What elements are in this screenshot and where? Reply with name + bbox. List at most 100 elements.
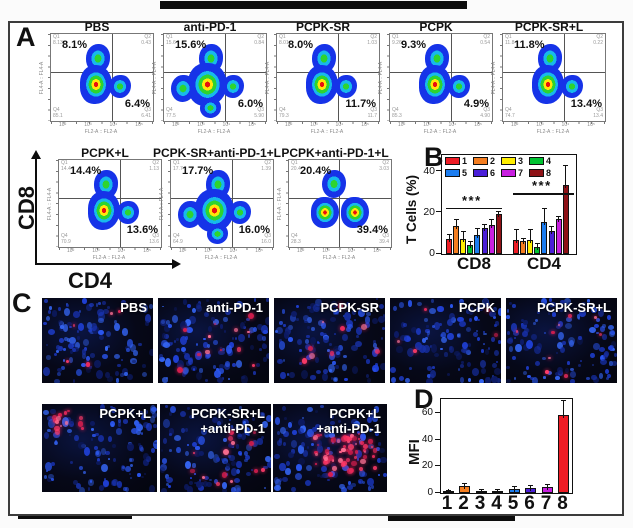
cell-nucleus-dot <box>274 453 280 459</box>
cell-nucleus-dot <box>305 354 312 360</box>
error-bar <box>530 485 531 491</box>
cell-nucleus-dot <box>203 480 209 487</box>
density-blob <box>87 191 121 231</box>
cell-nucleus-dot <box>85 303 92 311</box>
cell-nucleus-dot <box>282 358 286 362</box>
cell-nucleus-dot <box>113 353 121 360</box>
cell-nucleus-dot <box>186 443 190 447</box>
cell-nucleus-dot <box>130 476 133 480</box>
stain-dot <box>223 449 230 456</box>
cell-nucleus-dot <box>333 302 338 307</box>
quadrant-q1-value: 20.4 <box>291 166 301 172</box>
cd4-axis-arrow <box>35 259 181 269</box>
cell-nucleus-dot <box>296 339 302 346</box>
cell-nucleus-dot <box>447 319 454 327</box>
microscopy-label: PCPK <box>459 300 495 316</box>
quadrant-q4-label: Q4 <box>53 107 60 113</box>
cell-nucleus-dot <box>265 352 269 360</box>
quadrant-q4-label: Q4 <box>505 107 512 113</box>
stain-dot <box>515 329 519 333</box>
cell-nucleus-dot <box>235 425 240 430</box>
cell-nucleus-dot <box>53 378 61 383</box>
stain-dot <box>254 469 259 474</box>
microscopy-image-7: PCPK-SR+L +anti-PD-1 <box>160 404 271 492</box>
cell-nucleus-dot <box>121 328 129 336</box>
legend-swatch-4 <box>529 157 544 165</box>
cell-nucleus-dot <box>68 420 74 428</box>
cell-nucleus-dot <box>506 337 514 344</box>
x-tick: 10² <box>297 248 305 254</box>
cell-nucleus-dot <box>514 377 517 380</box>
cell-nucleus-dot <box>106 306 111 309</box>
cell-nucleus-dot <box>298 427 304 435</box>
cell-nucleus-dot <box>298 361 303 366</box>
cd4-percentage: 39.4% <box>356 224 388 236</box>
cell-nucleus-dot <box>321 465 327 473</box>
cell-nucleus-dot <box>125 345 131 350</box>
cell-nucleus-dot <box>231 337 235 341</box>
cell-nucleus-dot <box>317 473 321 478</box>
panel-a-label: A <box>16 22 36 52</box>
cell-nucleus-dot <box>118 419 122 423</box>
cell-nucleus-dot <box>492 307 498 312</box>
stain-dot <box>314 462 318 466</box>
b-y-tick-mark <box>436 211 441 213</box>
cell-nucleus-dot <box>225 309 232 316</box>
quadrant-q4-value: 85.3 <box>392 113 402 119</box>
cell-nucleus-dot <box>342 333 348 341</box>
cell-nucleus-dot <box>141 372 147 378</box>
cell-nucleus-dot <box>283 416 288 420</box>
cell-nucleus-dot <box>295 473 303 480</box>
cell-nucleus-dot <box>555 351 559 355</box>
cell-nucleus-dot <box>146 456 152 462</box>
cell-nucleus-dot <box>512 355 517 360</box>
flow-plot-title: PCPK-SR+L <box>514 20 584 34</box>
cell-nucleus-dot <box>287 452 294 459</box>
cell-nucleus-dot <box>243 421 247 425</box>
stain-dot <box>412 349 417 354</box>
cell-nucleus-dot <box>487 377 491 381</box>
cell-nucleus-dot <box>476 329 479 333</box>
cell-nucleus-dot <box>56 350 60 353</box>
cell-nucleus-dot <box>422 337 427 343</box>
stain-dot <box>348 443 354 450</box>
cell-nucleus-dot <box>43 431 50 439</box>
cell-nucleus-dot <box>263 465 268 470</box>
cell-nucleus-dot <box>593 377 599 383</box>
cell-nucleus-dot <box>82 470 86 475</box>
cd4-percentage: 4.9% <box>463 98 489 110</box>
error-bar <box>462 231 464 243</box>
cell-nucleus-dot <box>260 324 268 334</box>
density-blob <box>561 74 583 99</box>
cell-nucleus-dot <box>98 318 104 323</box>
error-bar <box>469 242 471 248</box>
cell-nucleus-dot <box>596 331 599 335</box>
cell-nucleus-dot <box>173 307 177 311</box>
cell-nucleus-dot <box>252 326 257 333</box>
x-tick: 10² <box>59 122 67 128</box>
density-blob <box>109 74 131 99</box>
cell-nucleus-dot <box>491 376 498 383</box>
cell-nucleus-dot <box>89 327 95 335</box>
flow-plot-6: PCPK+L Q1 14.4 Q2 1.13 Q4 70.9 Q3 13.6 14.4% 13.6%… <box>47 146 162 266</box>
microscopy-label: PCPK+L +anti-PD-1 <box>316 406 381 437</box>
cell-nucleus-dot <box>207 451 215 460</box>
cell-nucleus-dot <box>466 327 472 333</box>
error-bar-cap <box>556 216 562 218</box>
cell-nucleus-dot <box>216 425 220 429</box>
quadrant-q2-value: 1.13 <box>149 166 159 172</box>
stain-dot <box>316 443 319 446</box>
cell-nucleus-dot <box>359 432 367 442</box>
stain-dot <box>315 452 319 456</box>
cell-nucleus-dot <box>235 360 243 369</box>
x-tick: 10³ <box>322 248 330 254</box>
cell-nucleus-dot <box>54 353 58 357</box>
cell-nucleus-dot <box>306 325 310 330</box>
cell-nucleus-dot <box>173 435 181 442</box>
cell-nucleus-dot <box>152 440 157 450</box>
microscopy-label-line1: PCPK+L <box>99 406 151 421</box>
cell-nucleus-dot <box>115 371 119 376</box>
microscopy-image-6: PCPK+L <box>42 404 157 492</box>
cell-nucleus-dot <box>77 336 81 340</box>
cell-nucleus-dot <box>166 477 174 484</box>
